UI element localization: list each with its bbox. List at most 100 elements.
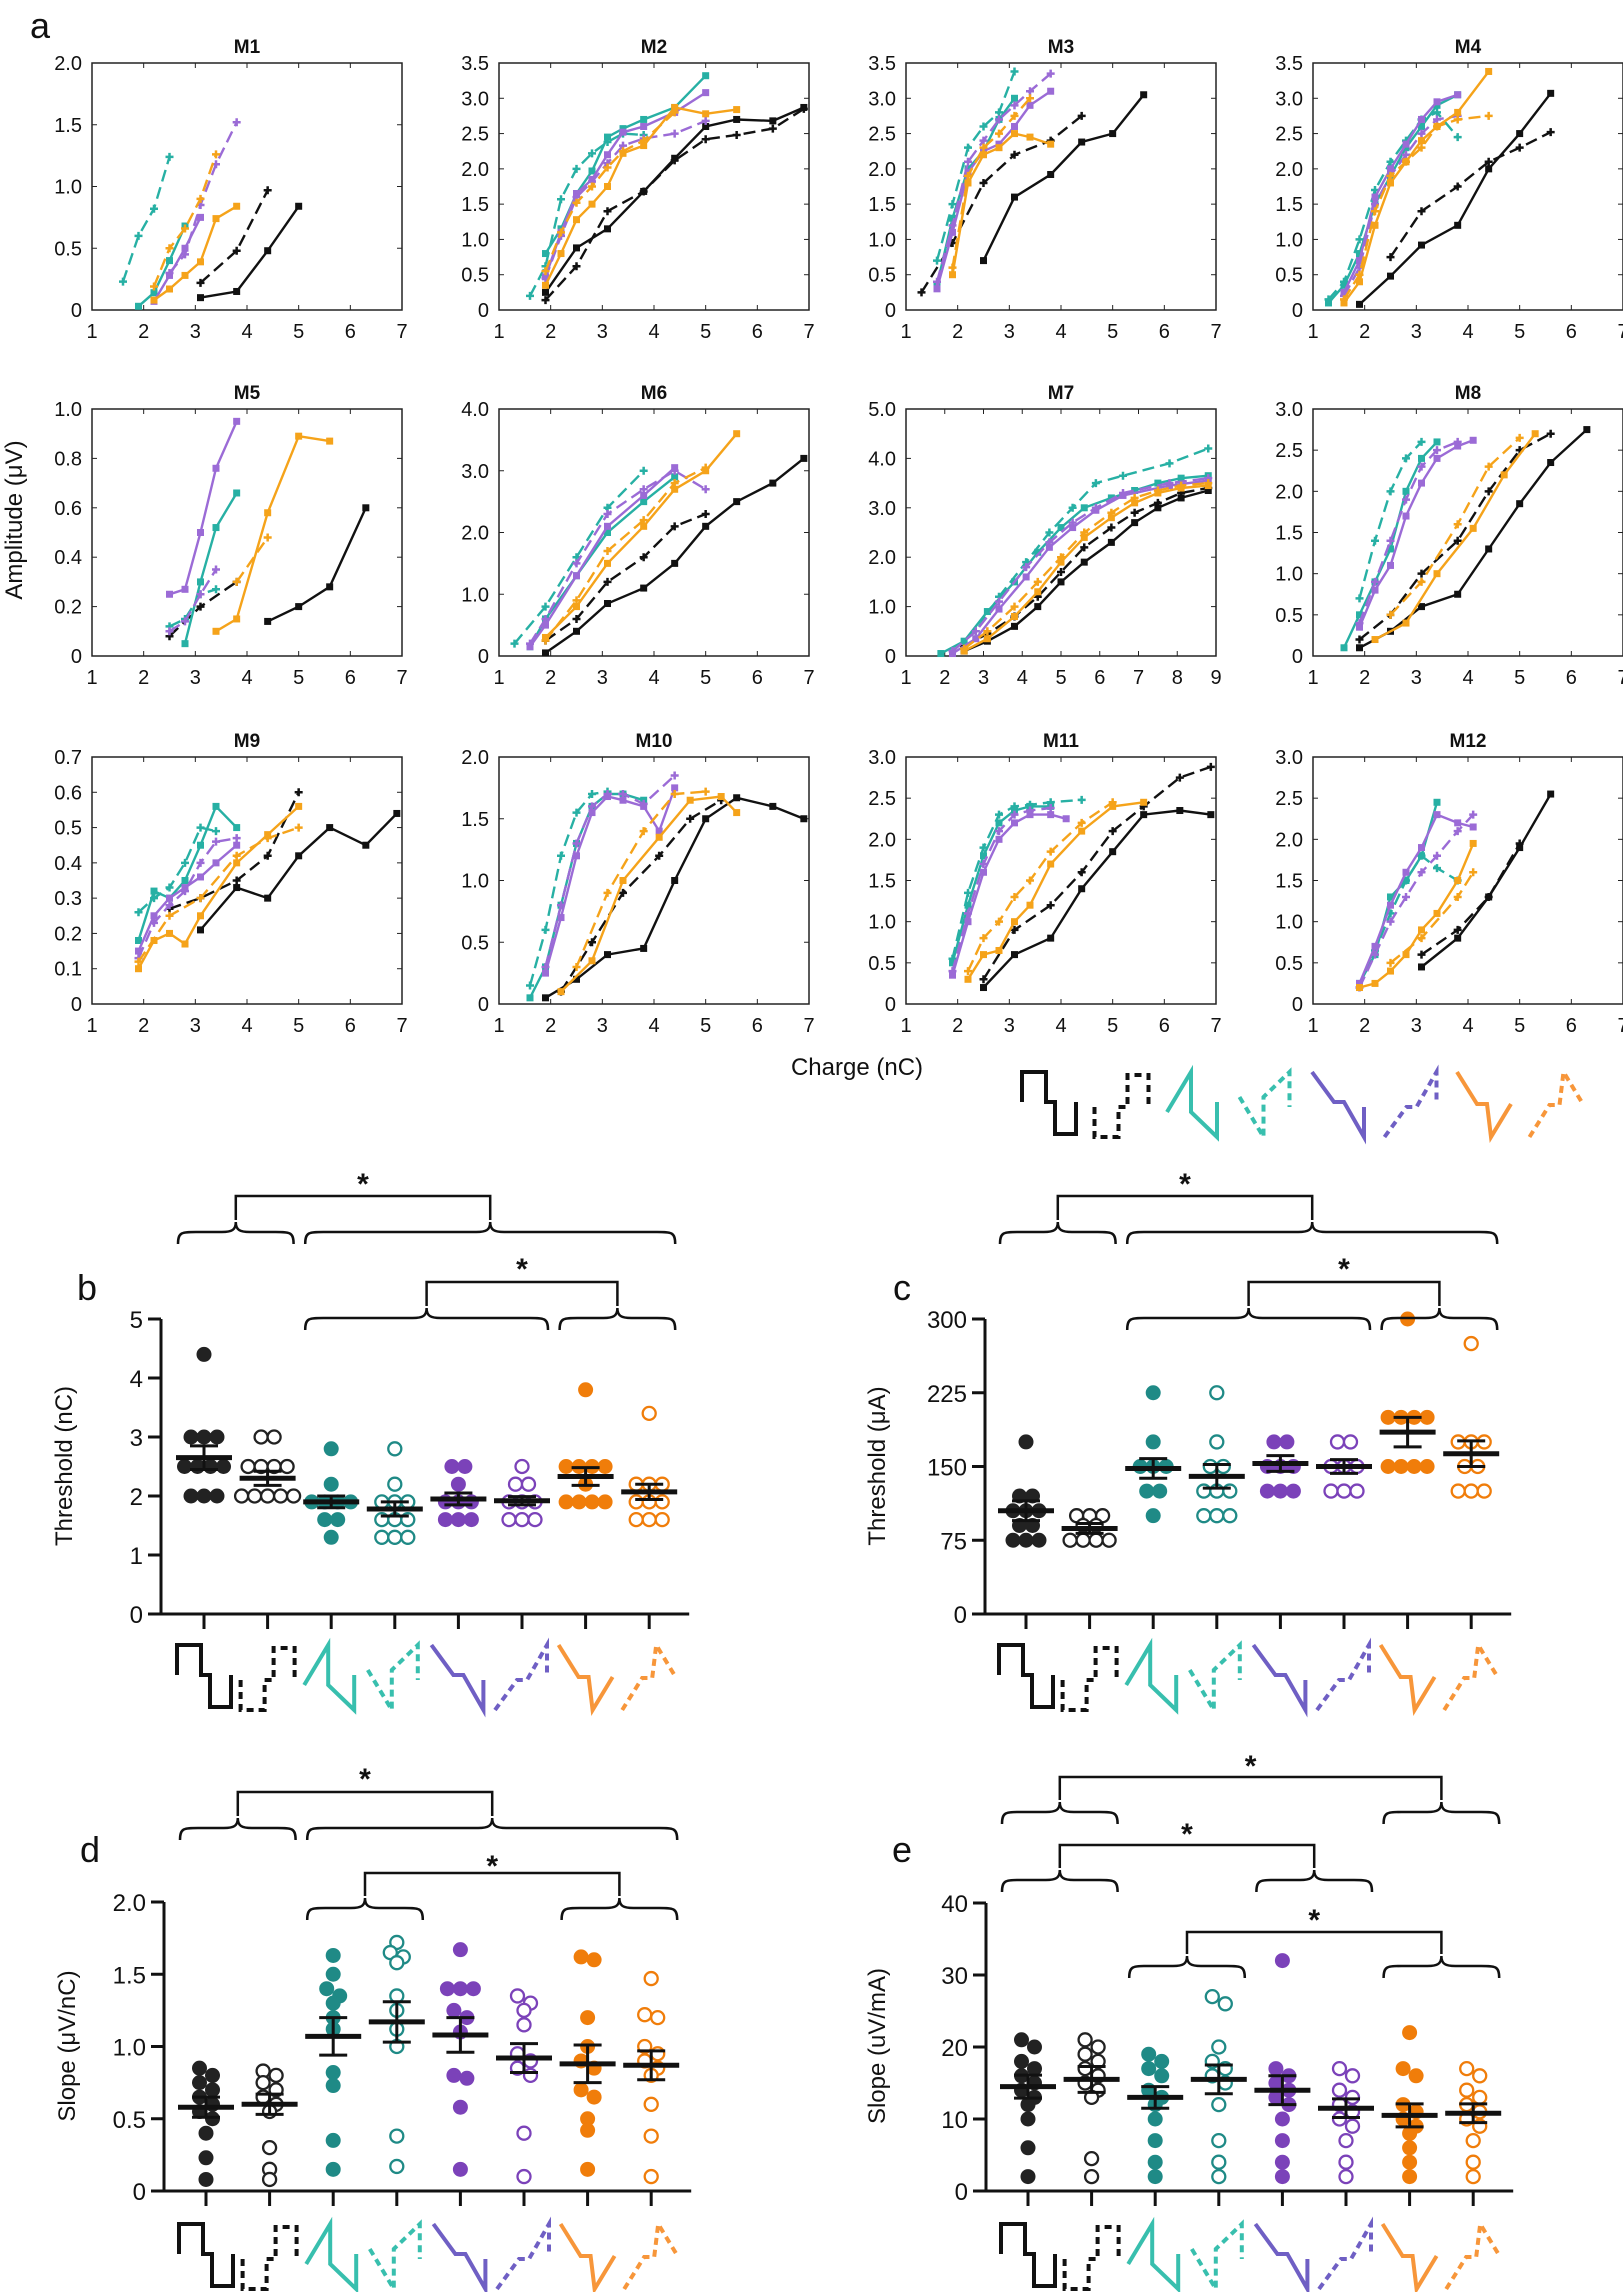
- x-tick-label: 5: [1514, 1015, 1525, 1037]
- data-point: [1387, 561, 1394, 569]
- data-point: [1057, 524, 1065, 532]
- data-point: [192, 2060, 207, 2076]
- data-point: [1083, 2150, 1100, 2167]
- data-point: [1371, 942, 1379, 950]
- data-point: [571, 1494, 587, 1510]
- data-point: [1014, 2053, 1029, 2069]
- data-point: [1014, 2032, 1029, 2048]
- y-tick-label: 0: [478, 646, 489, 668]
- data-point: [1418, 241, 1425, 249]
- y-tick-label: 0.5: [461, 265, 489, 287]
- data-point: [197, 841, 204, 849]
- data-point: [1011, 612, 1018, 620]
- y-tick-label: 3.0: [868, 88, 896, 110]
- data-point: [655, 827, 663, 835]
- data-point: [670, 129, 679, 138]
- subplot-m4: M4 1 2 3 4 5 6 7 0 0.5 1.0 1.5 2.0 2.5 3.0 3.5: [1275, 37, 1623, 343]
- data-point: [1057, 558, 1065, 566]
- series-line-orange-solid: [1374, 432, 1537, 641]
- data-point: [263, 834, 272, 843]
- data-point: [979, 975, 988, 984]
- sem-error-bar: [444, 1491, 473, 1507]
- data-point: [1119, 488, 1127, 497]
- data-point: [604, 225, 611, 233]
- data-point: [1453, 115, 1462, 124]
- series-line-teal-solid: [183, 492, 238, 644]
- data-point: [1107, 494, 1115, 502]
- data-point: [1020, 2140, 1036, 2156]
- data-point: [259, 1488, 276, 1504]
- data-point: [995, 827, 1003, 836]
- data-point: [1338, 2168, 1354, 2185]
- y-tick-label: 2.0: [1275, 159, 1303, 181]
- group-brace: [1000, 1869, 1119, 1893]
- significance-bracket: [425, 1280, 619, 1306]
- data-point: [165, 152, 174, 161]
- data-point: [573, 572, 580, 580]
- data-point: [1080, 558, 1088, 566]
- data-point: [769, 802, 777, 810]
- data-point: [1417, 569, 1426, 578]
- square-pulse-icon-dashed: [1062, 2225, 1121, 2291]
- data-point: [444, 1459, 460, 1474]
- data-point: [1010, 67, 1019, 76]
- y-tick-label: 1.5: [1275, 194, 1303, 216]
- data-point: [452, 1942, 468, 1958]
- data-point: [1274, 2169, 1290, 2185]
- data-point: [1011, 193, 1018, 201]
- significance-bracket: [363, 1871, 621, 1896]
- data-point: [1045, 538, 1054, 547]
- series-line-black-dashed: [199, 189, 269, 284]
- x-tick-label: 7: [1617, 321, 1623, 343]
- data-point: [557, 228, 565, 237]
- data-point: [1338, 2154, 1354, 2170]
- y-tick-label: 0.5: [54, 238, 82, 260]
- y-tick-label: 3.0: [868, 498, 896, 520]
- data-point: [1453, 520, 1462, 529]
- data-point: [389, 2158, 405, 2175]
- y-tick-label: 0.4: [54, 853, 82, 875]
- data-point: [1204, 479, 1213, 488]
- data-point: [640, 491, 648, 499]
- data-point: [1402, 2025, 1418, 2041]
- data-point: [181, 858, 189, 867]
- subplot-title: M1: [234, 37, 261, 58]
- significance-star: *: [1181, 1818, 1193, 1851]
- data-point: [1355, 270, 1364, 279]
- data-point: [1371, 577, 1379, 586]
- data-point: [702, 123, 710, 131]
- data-point: [637, 2007, 653, 2023]
- data-point: [1011, 94, 1018, 102]
- series-line-black-solid: [267, 507, 367, 623]
- data-point: [197, 873, 204, 881]
- data-point: [1402, 454, 1410, 463]
- data-point: [181, 250, 189, 259]
- data-point: [264, 894, 272, 902]
- subplot-title: M8: [1455, 383, 1481, 404]
- data-point: [1454, 221, 1462, 229]
- data-point: [1453, 892, 1462, 901]
- series-line-teal-dashed: [168, 588, 217, 628]
- data-point: [325, 1995, 341, 2011]
- data-point: [1515, 839, 1524, 848]
- group-brace: [558, 1307, 677, 1331]
- data-point: [1402, 2140, 1418, 2156]
- data-point: [1046, 804, 1055, 813]
- data-point: [439, 1981, 455, 1997]
- data-point: [1433, 122, 1441, 131]
- y-tick-label: 1.5: [1275, 871, 1303, 893]
- data-point: [181, 617, 189, 626]
- data-point: [233, 824, 241, 832]
- data-point: [1547, 459, 1555, 467]
- data-point: [558, 1459, 574, 1474]
- x-tick-label: 6: [1566, 667, 1577, 689]
- group-brace: [305, 1897, 425, 1921]
- data-point: [264, 247, 272, 255]
- data-point: [255, 2074, 271, 2091]
- series-line-teal-dashed: [121, 156, 171, 282]
- data-point: [134, 957, 143, 966]
- data-point: [604, 151, 611, 159]
- series-line-black-dashed: [1358, 432, 1552, 641]
- data-point: [541, 296, 550, 305]
- data-point: [588, 957, 596, 965]
